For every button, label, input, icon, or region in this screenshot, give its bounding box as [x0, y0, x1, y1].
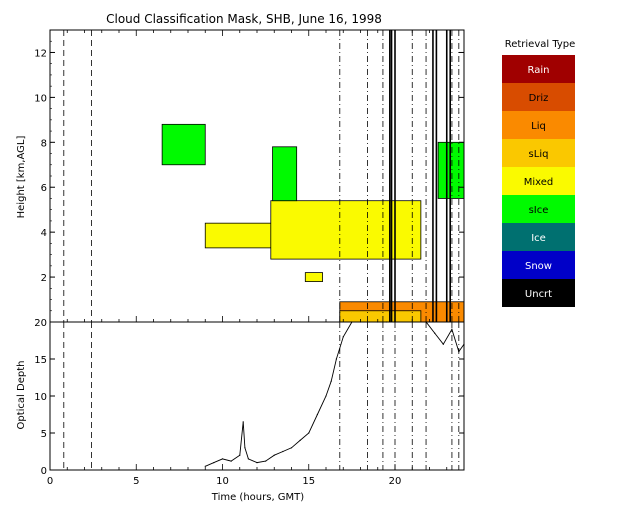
optical-depth-point — [213, 462, 215, 464]
legend-swatch — [502, 223, 575, 251]
y-tick-label: 2 — [41, 273, 47, 284]
optical-depth-point — [204, 465, 206, 467]
y-tick-label: 8 — [41, 138, 47, 149]
y-tick-label: 5 — [41, 429, 47, 440]
optical-depth-point — [434, 332, 436, 334]
cloud-region-sice — [272, 146, 298, 202]
legend-swatch — [502, 167, 575, 195]
optical-depth-point — [244, 447, 246, 449]
optical-depth-point — [330, 380, 332, 382]
cloud-region-mixed — [204, 222, 279, 249]
legend-swatch — [502, 55, 575, 83]
y-tick-label: 4 — [41, 228, 47, 239]
x-axis-label: Time (hours, GMT) — [211, 492, 305, 503]
legend-swatch — [502, 195, 575, 223]
optical-depth-point — [325, 395, 327, 397]
legend-swatch — [502, 83, 575, 111]
legend-label: Uncrt — [525, 289, 552, 300]
legend-label: Driz — [529, 93, 549, 104]
cloud-region-sice — [437, 141, 465, 199]
top-y-axis-label: Height [km,AGL] — [16, 136, 27, 219]
optical-depth-point — [299, 439, 301, 441]
y-tick-label: 20 — [34, 318, 47, 329]
legend-label: Mixed — [524, 177, 554, 188]
optical-depth-point — [442, 343, 444, 345]
x-tick-label: 0 — [47, 476, 53, 487]
legend-label: Snow — [525, 261, 552, 272]
y-tick-label: 12 — [34, 48, 47, 59]
optical-depth-point — [265, 460, 267, 462]
legend-label: sLiq — [529, 149, 549, 160]
cloud-region-mixed — [304, 272, 323, 282]
optical-depth-point — [273, 454, 275, 456]
optical-depth-point — [316, 413, 318, 416]
optical-depth-plot: 0 5 10 15 20 0 5 10 15 20 — [34, 318, 465, 487]
optical-depth-point — [247, 458, 249, 460]
cloud-region-sliq — [339, 310, 422, 323]
optical-depth-point — [239, 454, 241, 456]
retrieval-type-legend: Rain Driz Liq sLiq Mixed sIce Ice Snow Uncrt — [502, 55, 575, 307]
chart-title: Cloud Classification Mask, SHB, June 16,… — [106, 12, 382, 26]
y-tick-label: 15 — [34, 355, 47, 366]
optical-depth-point — [230, 460, 232, 462]
optical-depth-point — [458, 351, 460, 353]
y-tick-label: 0 — [41, 466, 47, 477]
y-tick-label: 6 — [41, 183, 47, 194]
legend-swatch — [502, 111, 575, 139]
optical-depth-point — [290, 447, 293, 449]
x-tick-label: 10 — [216, 476, 229, 487]
optical-depth-point — [282, 450, 284, 453]
legend-swatch — [502, 279, 575, 307]
cloud-region-sice — [161, 123, 206, 166]
cloud-mask-plot: 2 4 6 8 10 12 — [34, 29, 465, 323]
optical-depth-point — [256, 462, 258, 464]
optical-depth-point — [451, 328, 453, 330]
x-tick-label: 15 — [302, 476, 315, 487]
legend-label: Rain — [528, 65, 550, 76]
y-tick-label: 10 — [34, 392, 47, 403]
legend-label: sIce — [529, 205, 549, 216]
optical-depth-point — [308, 432, 310, 434]
optical-depth-point — [335, 358, 337, 360]
optical-depth-point — [342, 336, 344, 338]
optical-depth-point — [221, 458, 224, 460]
legend-label: Ice — [531, 233, 546, 244]
bottom-y-axis-label: Optical Depth — [16, 361, 27, 430]
legend-swatch — [502, 251, 575, 279]
cloud-region-mixed — [270, 200, 422, 260]
x-tick-label: 5 — [133, 476, 139, 487]
legend-title: Retrieval Type — [505, 39, 576, 50]
x-tick-label: 20 — [389, 476, 402, 487]
legend-swatch — [502, 139, 575, 167]
legend-label: Liq — [531, 121, 546, 132]
optical-depth-point — [242, 421, 244, 423]
y-tick-label: 10 — [34, 93, 47, 104]
